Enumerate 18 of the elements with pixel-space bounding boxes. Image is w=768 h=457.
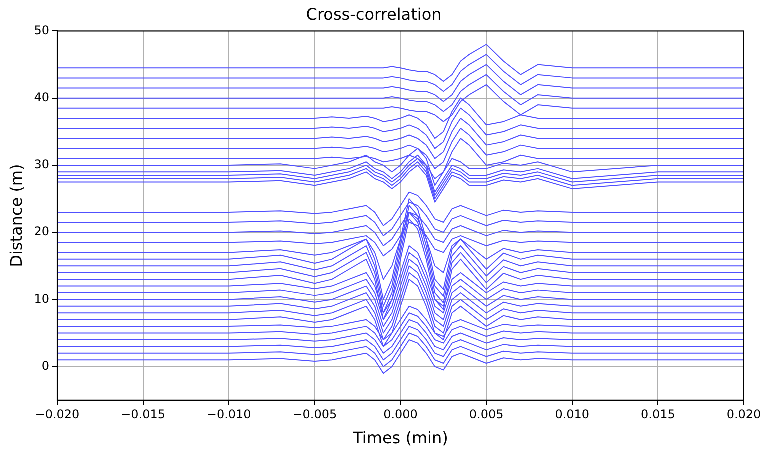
y-tick-label: 20: [34, 224, 50, 239]
y-tick-label: 50: [34, 23, 50, 38]
x-tick-label: −0.005: [292, 408, 338, 422]
x-tick-label: −0.010: [206, 408, 252, 422]
y-tick-label: 10: [34, 292, 50, 306]
y-axis-title: Distance (m): [6, 164, 26, 268]
x-tick-label: 0.010: [555, 408, 590, 422]
y-tick-label: 0: [42, 358, 50, 373]
x-tick-label: 0.015: [641, 408, 676, 422]
x-tick-label: −0.015: [121, 408, 166, 422]
x-axis-title: Times (min): [352, 428, 448, 448]
x-tick-label: 0.005: [469, 408, 504, 422]
y-tick-label: 30: [34, 158, 50, 172]
x-tick-label: −0.020: [35, 408, 80, 422]
x-tick-label: 0.000: [384, 408, 418, 422]
chart-title: Cross-correlation: [306, 4, 442, 24]
y-tick-label: 40: [34, 90, 50, 104]
x-tick-label: 0.020: [726, 408, 762, 422]
